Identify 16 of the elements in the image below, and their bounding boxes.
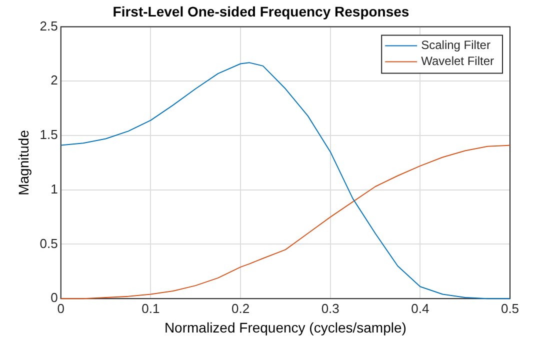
legend-label: Wavelet Filter — [421, 54, 494, 68]
y-tick-label: 1.5 — [40, 127, 58, 142]
x-axis-title: Normalized Frequency (cycles/sample) — [164, 319, 406, 336]
x-tick-label: 0.2 — [231, 300, 250, 316]
legend-label: Scaling Filter — [421, 38, 490, 52]
chart-title: First-Level One-sided Frequency Responses — [112, 3, 410, 20]
y-axis-title: Magnitude — [15, 130, 32, 196]
y-tick-label: 2.5 — [40, 18, 58, 34]
y-tick-label: 1 — [50, 181, 58, 196]
x-tick-label: 0.3 — [321, 300, 340, 316]
y-tick-label: 2 — [50, 72, 58, 88]
x-tick-label: 0.1 — [142, 300, 160, 316]
x-tick-label: 0.5 — [500, 300, 520, 316]
y-tick-label: 0.5 — [40, 236, 58, 251]
y-tick-label: 0 — [50, 290, 58, 306]
x-tick-label: 0.4 — [411, 300, 430, 316]
